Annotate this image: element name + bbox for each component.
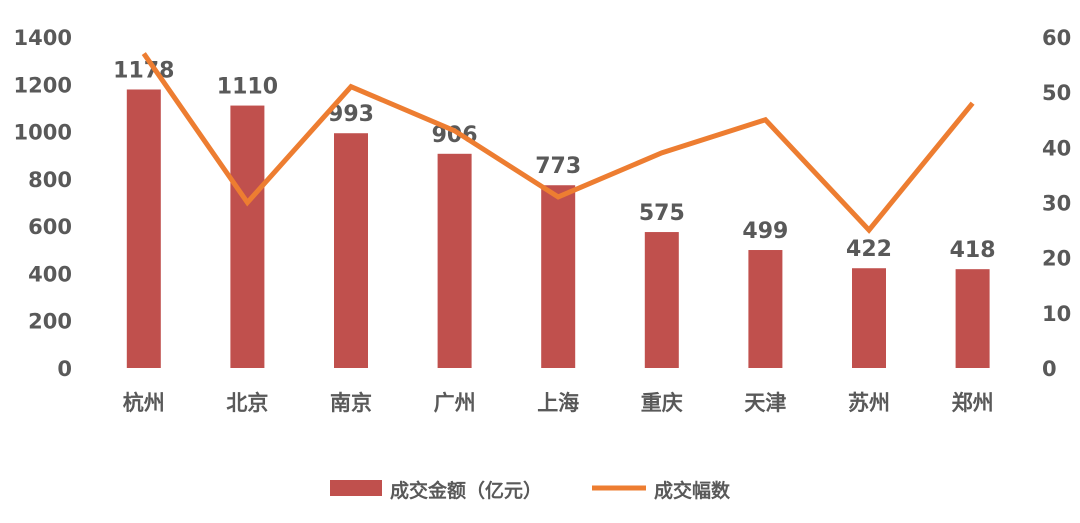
- bar: [852, 268, 886, 368]
- right-axis-tick: 0: [1042, 357, 1057, 381]
- bar-data-label: 773: [535, 154, 581, 179]
- bar-data-label: 499: [742, 219, 788, 244]
- legend-line-label: 成交幅数: [654, 479, 731, 502]
- x-axis-tick: 杭州: [123, 391, 165, 415]
- left-axis-tick: 400: [28, 262, 72, 286]
- bar: [748, 250, 782, 368]
- bar: [127, 89, 161, 368]
- right-axis-tick: 50: [1042, 81, 1071, 105]
- right-axis-tick: 60: [1042, 26, 1071, 50]
- bar: [645, 232, 679, 368]
- x-axis-tick: 上海: [537, 391, 579, 415]
- bar: [956, 269, 990, 368]
- x-axis-tick: 天津: [744, 391, 786, 415]
- bar: [438, 154, 472, 368]
- x-axis-tick: 北京: [226, 391, 268, 415]
- right-axis-tick: 30: [1042, 192, 1071, 216]
- x-axis-tick: 重庆: [641, 391, 683, 415]
- bar-data-label: 1110: [217, 75, 278, 100]
- x-axis-tick: 郑州: [952, 391, 994, 415]
- bar-data-label: 575: [639, 201, 685, 226]
- left-axis-tick: 800: [28, 168, 72, 192]
- bar: [230, 106, 264, 368]
- right-axis-tick: 20: [1042, 247, 1071, 271]
- bar: [541, 185, 575, 368]
- right-axis-tick: 10: [1042, 302, 1071, 326]
- x-axis-tick: 广州: [434, 391, 476, 415]
- x-axis-tick: 苏州: [848, 391, 890, 415]
- bar-data-label: 422: [846, 237, 892, 262]
- legend-bar-label: 成交金额（亿元）: [390, 479, 542, 502]
- legend-bar-swatch: [330, 480, 382, 496]
- left-axis-tick: 0: [57, 357, 72, 381]
- bar-data-label: 418: [950, 238, 996, 263]
- bar: [334, 133, 368, 368]
- left-axis-tick: 1200: [14, 73, 72, 97]
- right-axis-tick: 40: [1042, 136, 1071, 160]
- left-axis-tick: 200: [28, 310, 72, 334]
- bar-data-label: 1178: [113, 58, 174, 83]
- left-axis-tick: 600: [28, 215, 72, 239]
- x-axis-tick: 南京: [330, 391, 372, 415]
- left-axis-tick: 1400: [14, 26, 72, 50]
- left-axis-tick: 1000: [14, 121, 72, 145]
